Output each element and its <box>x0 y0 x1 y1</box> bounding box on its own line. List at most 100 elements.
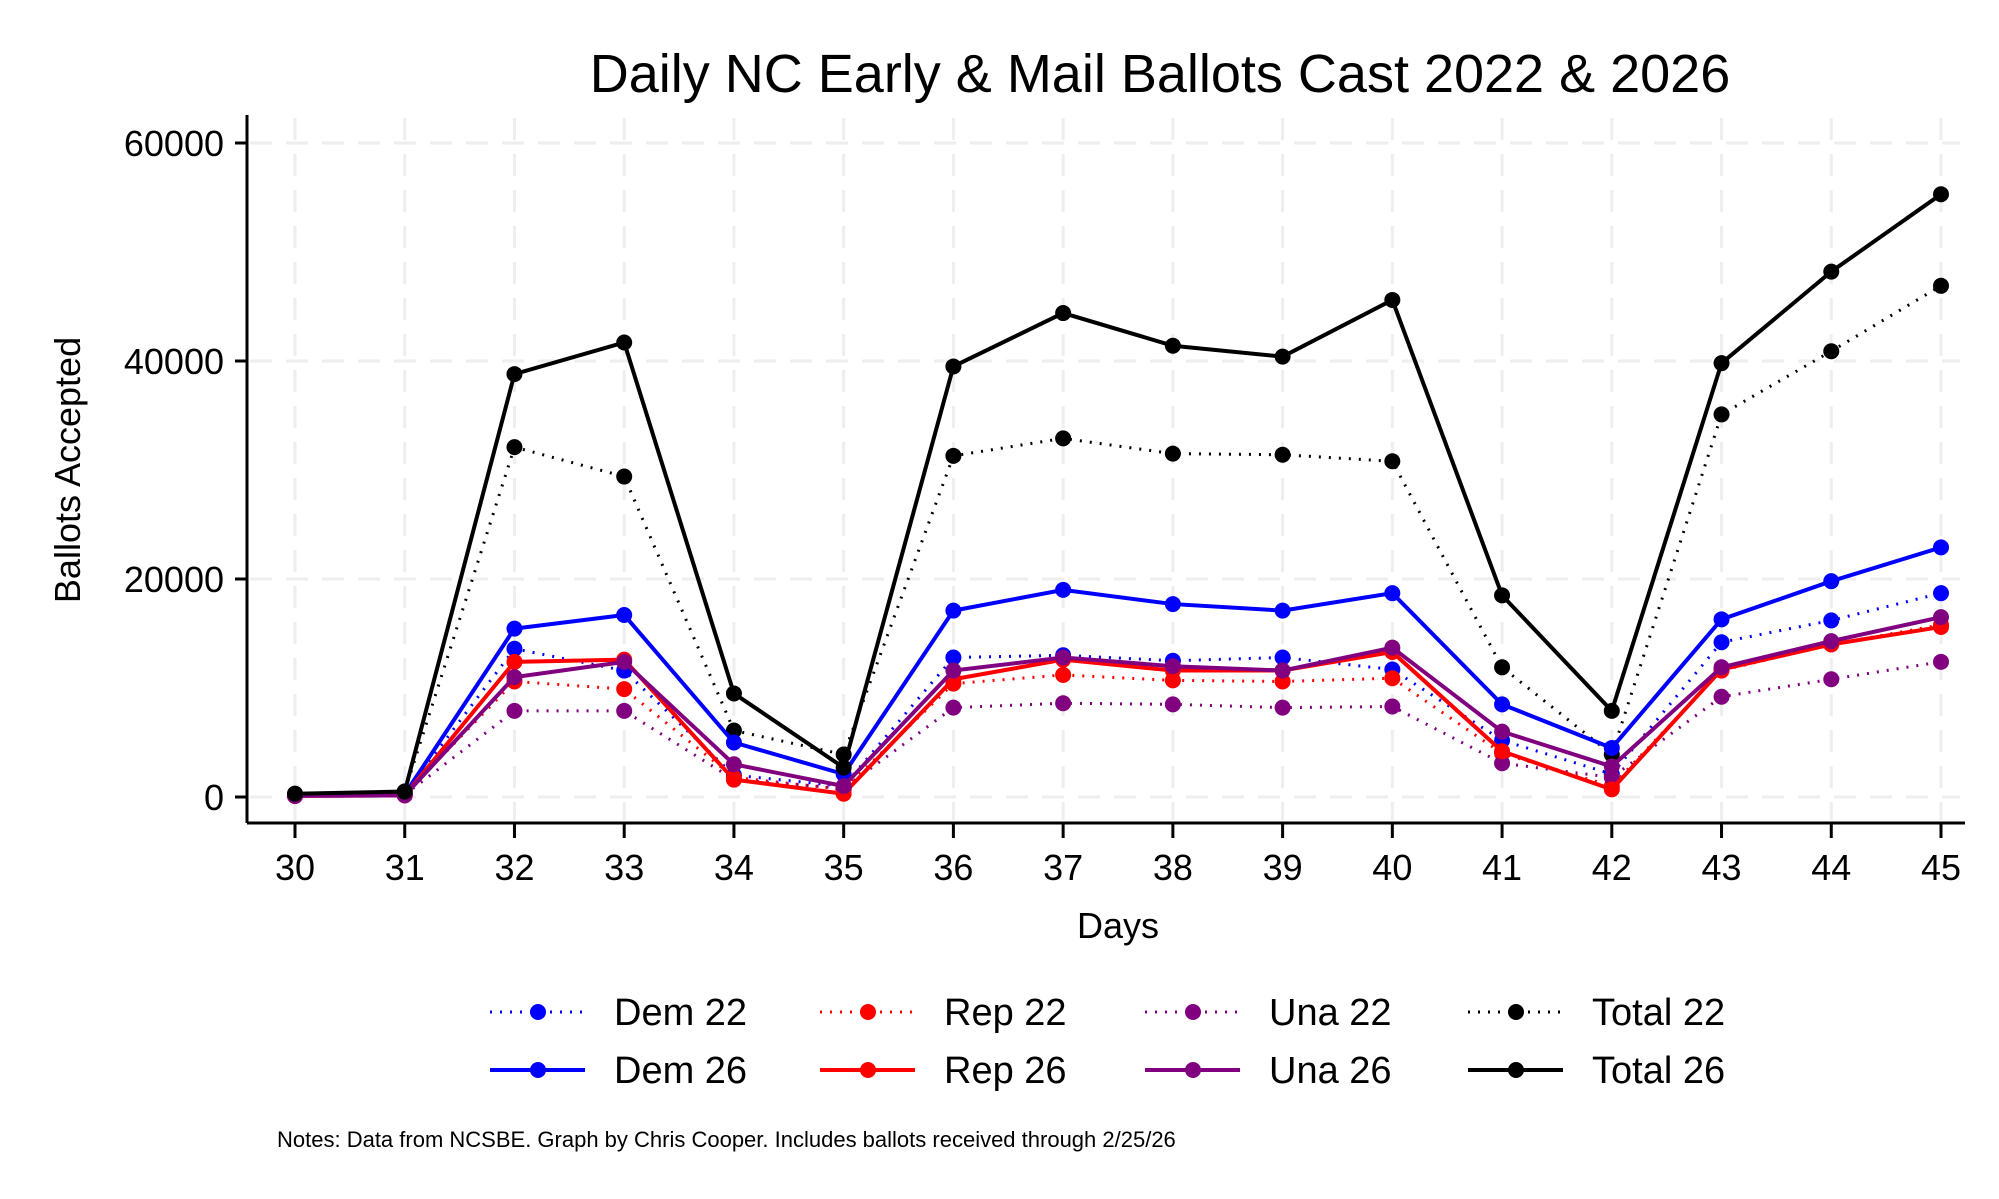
data-point <box>1274 649 1291 666</box>
legend-label: Rep 26 <box>944 1050 1067 1092</box>
data-point <box>1713 406 1730 423</box>
data-point <box>1274 662 1291 679</box>
data-point <box>1494 659 1511 676</box>
data-point <box>1164 445 1181 462</box>
grid <box>250 118 1960 820</box>
data-point <box>1933 609 1949 626</box>
data-point <box>616 606 633 623</box>
data-point <box>1933 186 1949 203</box>
data-point <box>1713 659 1730 676</box>
legend-marker <box>860 1062 876 1078</box>
data-point <box>506 640 523 657</box>
x-tick-label: 42 <box>1592 847 1632 888</box>
series-una-22 <box>287 653 1949 804</box>
data-point <box>1274 602 1291 619</box>
data-point <box>725 771 742 788</box>
legend-label: Total 26 <box>1592 1050 1725 1092</box>
data-point <box>1823 612 1840 629</box>
data-point <box>945 358 962 375</box>
x-tick-label: 44 <box>1811 847 1851 888</box>
data-point <box>506 702 523 719</box>
x-tick-label: 31 <box>385 847 425 888</box>
data-point <box>1823 263 1840 280</box>
series-line <box>294 615 1942 798</box>
data-point <box>1164 596 1181 613</box>
legend-marker <box>530 1062 546 1078</box>
data-point <box>1055 430 1072 447</box>
data-point <box>1713 611 1730 628</box>
data-point <box>1823 671 1840 688</box>
legend-label: Una 22 <box>1269 992 1392 1034</box>
data-point <box>725 685 742 702</box>
series-dem-26 <box>287 539 1949 804</box>
x-tick-label: 35 <box>824 847 864 888</box>
series-line <box>294 660 1942 798</box>
data-point <box>506 620 523 637</box>
data-point <box>616 653 633 670</box>
data-point <box>1494 723 1511 740</box>
data-point <box>1164 337 1181 354</box>
data-point <box>1055 666 1072 683</box>
data-point <box>1384 585 1401 602</box>
data-point <box>945 699 962 716</box>
data-point <box>1274 446 1291 463</box>
data-point <box>1055 305 1072 322</box>
legend-marker <box>860 1004 876 1020</box>
x-tick-label: 33 <box>604 847 644 888</box>
x-tick-label: 43 <box>1702 847 1742 888</box>
legend-item-rep-22: Rep 22 <box>820 992 1067 1034</box>
legend-label: Rep 22 <box>944 992 1067 1034</box>
data-point <box>506 653 523 670</box>
data-point <box>1384 698 1401 715</box>
data-point <box>1494 587 1511 604</box>
x-tick-label: 41 <box>1482 847 1522 888</box>
data-point <box>1933 277 1949 294</box>
legend-label: Dem 22 <box>614 992 747 1034</box>
data-point <box>1494 755 1511 772</box>
series-total-22 <box>287 277 1949 802</box>
data-point <box>1933 653 1949 670</box>
data-point <box>945 447 962 464</box>
x-tick-label: 34 <box>714 847 754 888</box>
series-group <box>287 186 1949 804</box>
series-line <box>294 192 1943 796</box>
data-point <box>945 662 962 679</box>
data-point <box>396 783 413 800</box>
data-point <box>1823 573 1840 590</box>
data-point <box>1274 699 1291 716</box>
data-point <box>835 759 852 776</box>
data-point <box>1603 758 1620 775</box>
legend-marker <box>1185 1062 1201 1078</box>
legend-item-dem-22: Dem 22 <box>490 992 747 1034</box>
x-tick-label: 37 <box>1043 847 1083 888</box>
data-point <box>1603 781 1620 798</box>
chart-title: Daily NC Early & Mail Ballots Cast 2022 … <box>590 44 1731 104</box>
data-point <box>1603 739 1620 756</box>
data-point <box>1055 649 1072 666</box>
legend-label: Dem 26 <box>614 1050 747 1092</box>
data-point <box>725 734 742 751</box>
x-tick-label: 45 <box>1921 847 1961 888</box>
x-tick-label: 38 <box>1153 847 1193 888</box>
data-point <box>1494 743 1511 760</box>
data-point <box>1384 670 1401 687</box>
y-tick-label: 60000 <box>124 123 224 164</box>
series-line <box>294 545 1942 798</box>
y-tick-label: 40000 <box>124 341 224 382</box>
legend-item-total-22: Total 22 <box>1468 992 1725 1034</box>
legend-marker <box>530 1004 546 1020</box>
data-point <box>1164 696 1181 713</box>
data-point <box>1603 702 1620 719</box>
data-point <box>1823 633 1840 650</box>
legend: Dem 22 Rep 22 Una 22 Total 22 Dem 26 Rep 26 Un… <box>490 992 1725 1092</box>
data-point <box>506 439 523 456</box>
legend-item-una-22: Una 22 <box>1145 992 1392 1034</box>
data-point <box>616 468 633 485</box>
x-tick-label: 30 <box>275 847 315 888</box>
legend-item-dem-26: Dem 26 <box>490 1050 747 1092</box>
data-point <box>1933 585 1949 602</box>
data-point <box>506 669 523 686</box>
data-point <box>1713 688 1730 705</box>
legend-marker <box>1508 1004 1524 1020</box>
